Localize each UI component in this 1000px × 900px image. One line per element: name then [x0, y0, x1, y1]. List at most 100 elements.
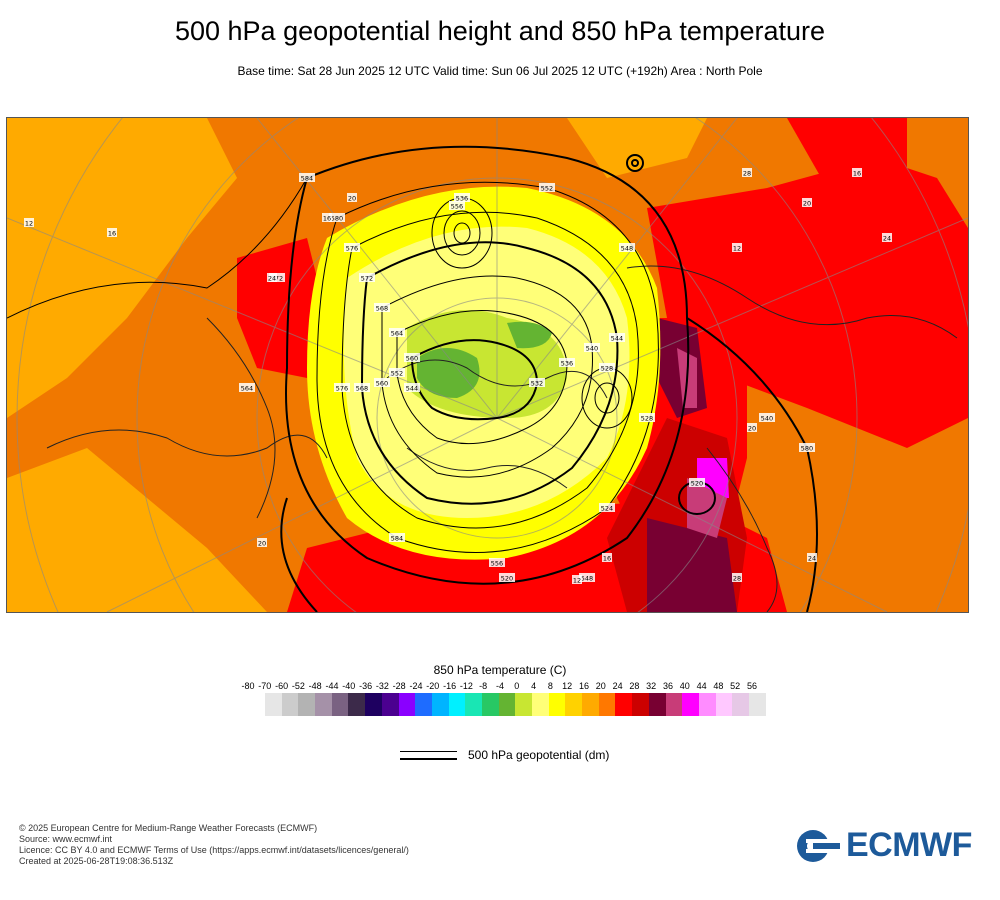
svg-text:552: 552 — [541, 185, 553, 193]
svg-text:572: 572 — [361, 275, 373, 283]
temperature-label: 24 — [267, 273, 277, 283]
svg-text:564: 564 — [391, 330, 403, 338]
svg-text:28: 28 — [733, 575, 741, 583]
legend-swatch-8 — [398, 693, 416, 716]
meridian-5 — [496, 417, 888, 612]
contour-low-north-3 — [453, 222, 471, 244]
legend-tick-10: -24 — [409, 681, 423, 691]
contour-low-northeast-core — [631, 159, 639, 167]
meridian-6 — [256, 118, 498, 419]
geopotential-line-sample — [400, 748, 457, 762]
geopotential-thick-line — [400, 758, 457, 760]
contour-label: 584 — [299, 173, 315, 183]
svg-text:20: 20 — [748, 425, 756, 433]
temperature-label: 20 — [347, 193, 357, 203]
contour-label: 544 — [609, 333, 625, 343]
legend-swatch-6 — [365, 693, 382, 716]
legend-swatch-17 — [548, 693, 566, 716]
temperature-label: 12 — [572, 575, 582, 585]
contour-label: 552 — [539, 183, 555, 193]
legend-swatch-21 — [615, 693, 633, 716]
contour-label-group: 5845805765725685645605565525485445405365… — [239, 173, 815, 583]
legend-tick-28: 48 — [713, 681, 724, 691]
contour-label: 560 — [374, 378, 390, 388]
temperature-label: 16 — [852, 168, 862, 178]
legend-swatch-27 — [715, 693, 733, 716]
svg-text:528: 528 — [641, 415, 653, 423]
meridian-7 — [496, 118, 738, 419]
legend-swatch-1 — [281, 693, 299, 716]
legend-swatch-23 — [648, 693, 666, 716]
temperature-label: 20 — [747, 423, 757, 433]
legend-tick-3: -52 — [291, 681, 305, 691]
coastline-5 — [706, 447, 778, 612]
temperature-label: 28 — [732, 573, 742, 583]
contour-label: 552 — [389, 368, 405, 378]
svg-text:580: 580 — [801, 445, 813, 453]
legend-tick-27: 44 — [696, 681, 707, 691]
legend-swatch-18 — [565, 693, 583, 716]
contour-low-north-2 — [443, 210, 481, 256]
ecmwf-logo-icon — [797, 829, 840, 862]
legend-swatch-11 — [448, 693, 466, 716]
svg-text:520: 520 — [501, 575, 513, 583]
legend-tick-30: 56 — [746, 681, 758, 691]
coastline-4 — [406, 447, 568, 489]
legend-swatch-7 — [381, 693, 399, 716]
legend-swatch-4 — [331, 693, 349, 716]
temperature-label: 20 — [257, 538, 267, 548]
contour-west-1 — [7, 177, 308, 319]
legend-colorbar — [265, 693, 766, 716]
legend-swatch-24 — [665, 693, 683, 716]
temperature-label: 16 — [322, 213, 332, 223]
svg-text:548: 548 — [621, 245, 633, 253]
contour-label: 580 — [799, 443, 815, 453]
svg-text:24: 24 — [268, 275, 276, 283]
legend-tick-12: -16 — [443, 681, 457, 691]
footer: © 2025 European Centre for Medium-Range … — [19, 823, 409, 867]
contour-label: 560 — [404, 353, 420, 363]
temperature-label: 16 — [107, 228, 117, 238]
contour-7 — [410, 339, 539, 421]
legend-swatch-3 — [315, 693, 332, 716]
svg-text:16: 16 — [603, 555, 611, 563]
temperature-region-hot-3 — [787, 118, 907, 188]
contour-label: 556 — [489, 558, 505, 568]
svg-text:24: 24 — [808, 555, 816, 563]
svg-text:560: 560 — [406, 355, 418, 363]
legend-tick-16: 0 — [514, 681, 520, 691]
footer-source: Source: www.ecmwf.int — [19, 834, 113, 844]
legend-tick-25: 36 — [662, 681, 674, 691]
temperature-region-extreme — [647, 518, 737, 612]
contour-3 — [341, 211, 639, 529]
legend-swatch-16 — [532, 693, 549, 716]
svg-text:20: 20 — [803, 200, 811, 208]
contour-label: 540 — [759, 413, 775, 423]
svg-text:556: 556 — [491, 560, 503, 568]
legend-ticks: -80 -70 -60 -52 -48 -44 -40 -36 -32 -28 -24 -20 -16-… — [0, 681, 1000, 693]
legend-tick-1: -70 — [258, 681, 272, 691]
legend-swatch-10 — [431, 693, 449, 716]
svg-text:16: 16 — [853, 170, 861, 178]
legend-tick-29: 52 — [730, 681, 741, 691]
contour-label: 548 — [619, 243, 635, 253]
svg-text:20: 20 — [348, 195, 356, 203]
legend-swatch-9 — [415, 693, 432, 716]
svg-text:580: 580 — [331, 215, 343, 223]
contour-label: 536 — [559, 358, 575, 368]
contour-label: 584 — [389, 533, 405, 543]
legend-tick-24: 32 — [646, 681, 657, 691]
svg-text:540: 540 — [586, 345, 598, 353]
latitude-circle-50 — [16, 118, 968, 612]
legend-swatch-13 — [481, 693, 499, 716]
temperature-region-hot-1 — [237, 238, 327, 378]
footer-licence: Licence: CC BY 4.0 and ECMWF Terms of Us… — [19, 845, 409, 855]
svg-text:24: 24 — [883, 235, 891, 243]
contour-southwest-1 — [280, 497, 318, 612]
legend-swatch-12 — [465, 693, 482, 716]
svg-text:568: 568 — [356, 385, 368, 393]
coastline-1 — [46, 429, 328, 459]
svg-text:556: 556 — [451, 203, 463, 211]
coastline-3 — [626, 265, 958, 339]
map-subtitle: Base time: Sat 28 Jun 2025 12 UTC Valid … — [237, 64, 763, 78]
